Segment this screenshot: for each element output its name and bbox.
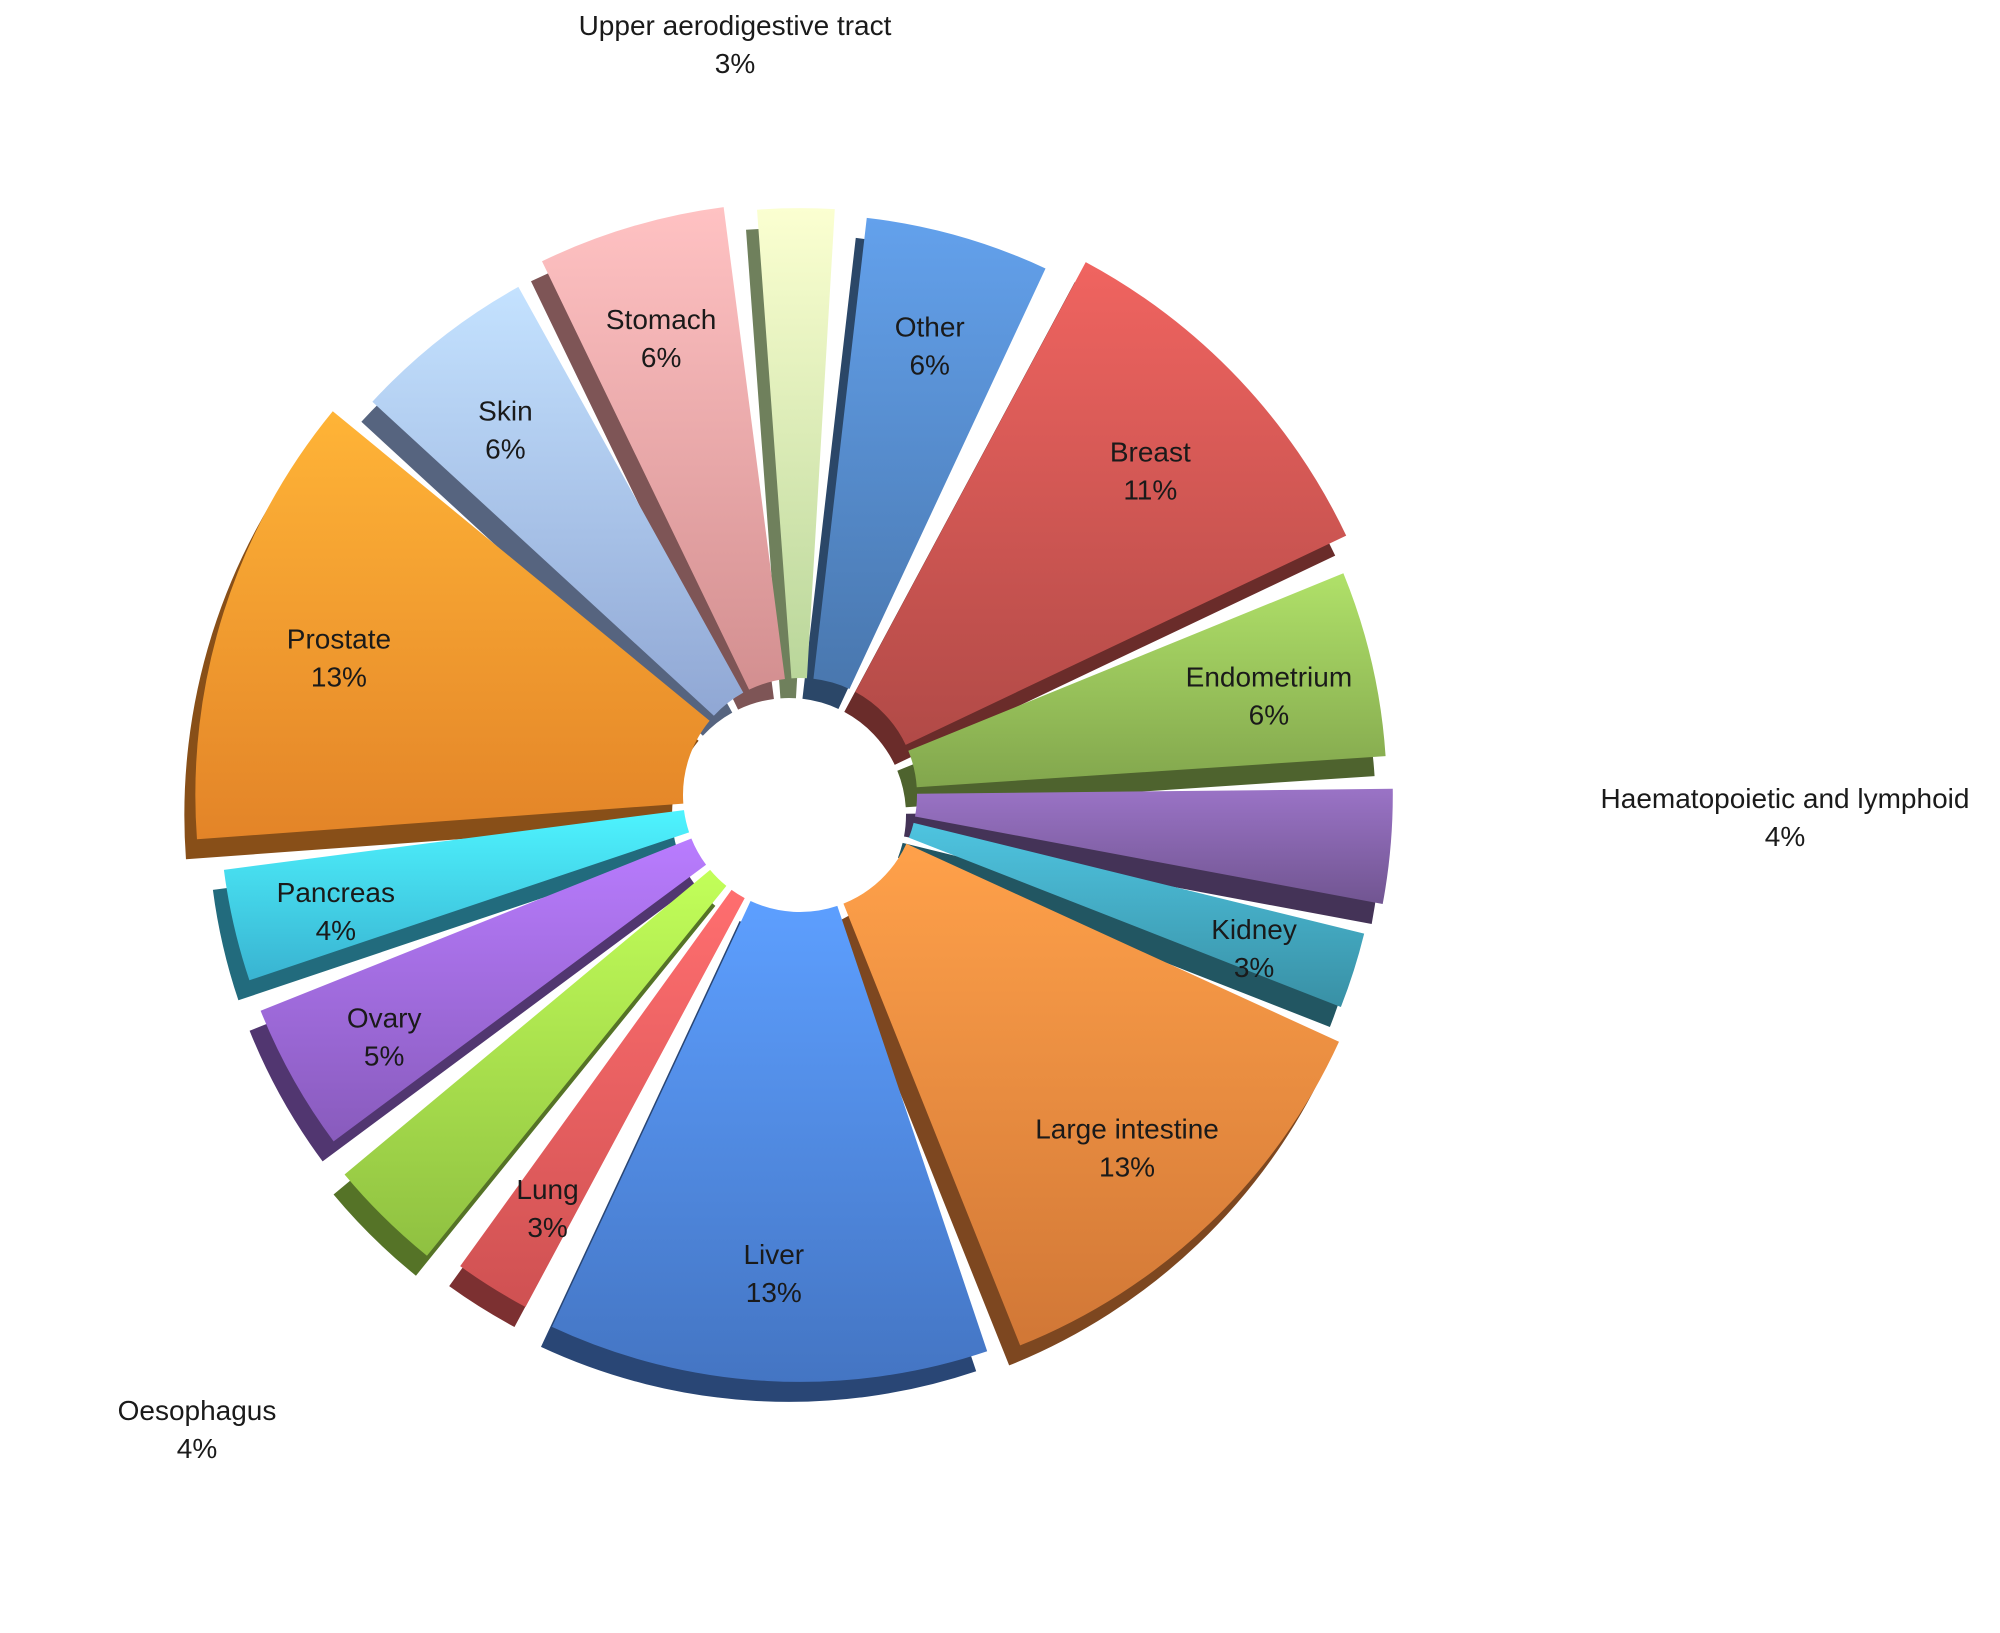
slice-large-intestine [843,843,1339,1346]
slice-category-label: Lung [516,1174,578,1205]
slice-label-lung: Lung 3% [516,1174,578,1243]
slice-label-liver: Liver 13% [743,1239,804,1308]
slice-percent-label: 3% [715,48,755,79]
slice-pancreas [223,810,690,981]
slice-label-haematopoietic-and-lymphoid: Haematopoietic and lymphoid 4% [1601,783,1970,852]
slice-upper-aerodigestive-tract [757,208,835,679]
slice-prostate [195,411,710,840]
slice-kidney [908,822,1365,1007]
slice-percent-label: 6% [485,434,525,465]
slice-category-label: Oesophagus [118,1395,277,1426]
slice-category-label: Large intestine [1035,1113,1219,1144]
label-layer: Other 6% Breast 11% Endometrium 6% Haematopoie… [118,10,1970,1464]
slice-ovary [260,838,707,1142]
slice-stomach [541,207,785,690]
slice-percent-label: 11% [1123,474,1177,505]
slice-category-label: Kidney [1211,914,1297,945]
slice-label-ovary: Ovary 5% [347,1002,422,1071]
slice-other [813,217,1046,689]
slice-label-oesophagus: Oesophagus 4% [118,1395,277,1464]
slice-endometrium [908,573,1386,788]
slice-category-label: Pancreas [277,877,395,908]
slice-category-label: Endometrium [1186,662,1353,693]
slice-percent-label: 13% [746,1277,802,1308]
slice-label-large-intestine: Large intestine 13% [1035,1113,1219,1182]
slice-category-label: Stomach [606,304,717,335]
slice-label-upper-aerodigestive-tract: Upper aerodigestive tract 3% [579,10,892,79]
slice-category-label: Prostate [287,624,391,655]
slice-percent-label: 13% [1099,1151,1155,1182]
slice-label-kidney: Kidney 3% [1211,914,1297,983]
slice-breast [855,262,1347,745]
slice-percent-label: 6% [909,350,949,381]
slice-percent-label: 6% [1249,700,1289,731]
slice-percent-label: 3% [1234,952,1274,983]
slice-label-endometrium: Endometrium 6% [1186,662,1353,731]
slice-percent-label: 13% [311,662,367,693]
slice-percent-label: 4% [316,915,356,946]
slice-label-prostate: Prostate 13% [287,624,391,693]
slice-category-label: Ovary [347,1002,422,1033]
slice-category-label: Upper aerodigestive tract [579,10,892,41]
slice-label-pancreas: Pancreas 4% [277,877,395,946]
slice-percent-label: 4% [1765,821,1805,852]
slice-oesophagus [344,869,727,1256]
slice-haematopoietic-and-lymphoid [915,788,1393,905]
slice-liver [551,901,988,1382]
slice-category-label: Other [895,312,965,343]
slice-layer [195,207,1393,1382]
slice-percent-label: 5% [364,1040,404,1071]
slice-label-other: Other 6% [895,312,965,381]
slice-category-label: Liver [743,1239,804,1270]
slice-percent-label: 6% [641,342,681,373]
slice-percent-label: 3% [527,1212,567,1243]
slice-lung [460,889,745,1307]
slice-percent-label: 4% [177,1433,217,1464]
slice-side-kidney [897,842,1354,1027]
slice-skin [372,286,744,716]
slice-label-stomach: Stomach 6% [606,304,717,373]
slice-category-label: Haematopoietic and lymphoid [1601,783,1970,814]
slice-category-label: Breast [1110,436,1191,467]
slice-category-label: Skin [478,396,532,427]
slice-label-skin: Skin 6% [478,396,532,465]
slice-label-breast: Breast 11% [1110,436,1191,505]
